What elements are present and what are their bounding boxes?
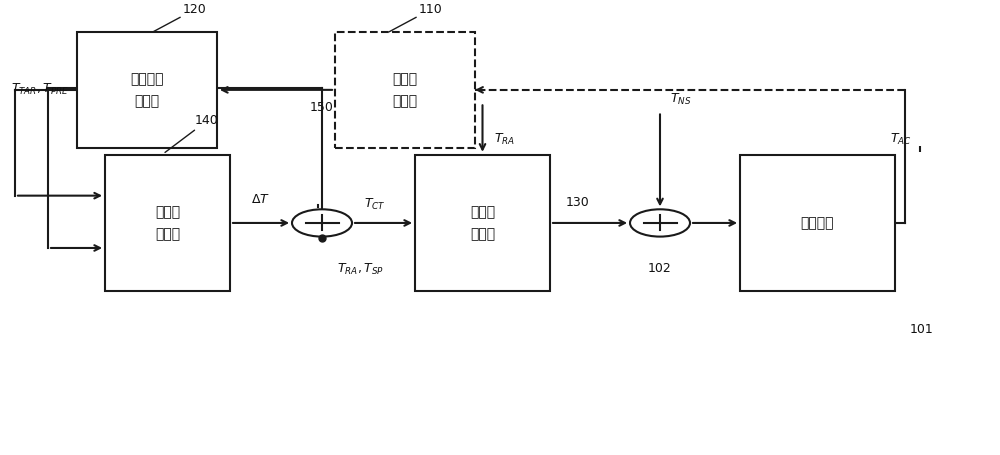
Text: $\Delta T$: $\Delta T$ (251, 192, 271, 206)
FancyBboxPatch shape (105, 155, 230, 291)
FancyBboxPatch shape (77, 32, 217, 148)
Text: 无线感
测模块: 无线感 测模块 (392, 72, 418, 108)
Text: $T_{TAR},T_{PRE}$: $T_{TAR},T_{PRE}$ (11, 82, 69, 97)
Text: 空调箱
控制器: 空调箱 控制器 (470, 205, 495, 241)
Circle shape (630, 209, 690, 237)
Text: 140: 140 (165, 114, 219, 152)
Text: 120: 120 (153, 3, 207, 32)
Text: 130: 130 (566, 196, 590, 209)
Circle shape (292, 209, 352, 237)
Text: 模糊推
论系统: 模糊推 论系统 (155, 205, 180, 241)
Text: 有效温度
计算器: 有效温度 计算器 (130, 72, 164, 108)
FancyBboxPatch shape (335, 32, 475, 148)
FancyBboxPatch shape (415, 155, 550, 291)
Text: 110: 110 (389, 3, 443, 32)
Text: 102: 102 (648, 262, 672, 275)
Text: $T_{RA}$: $T_{RA}$ (494, 131, 516, 147)
Text: 150: 150 (310, 101, 334, 114)
Text: $T_{NS}$: $T_{NS}$ (670, 92, 691, 107)
Text: $T_{CT}$: $T_{CT}$ (364, 197, 386, 212)
Text: 101: 101 (910, 323, 934, 336)
FancyBboxPatch shape (740, 155, 895, 291)
Text: 物理空间: 物理空间 (801, 216, 834, 230)
Text: $T_{AC}$: $T_{AC}$ (890, 131, 912, 147)
Text: $T_{RA},T_{SP}$: $T_{RA},T_{SP}$ (337, 262, 384, 277)
